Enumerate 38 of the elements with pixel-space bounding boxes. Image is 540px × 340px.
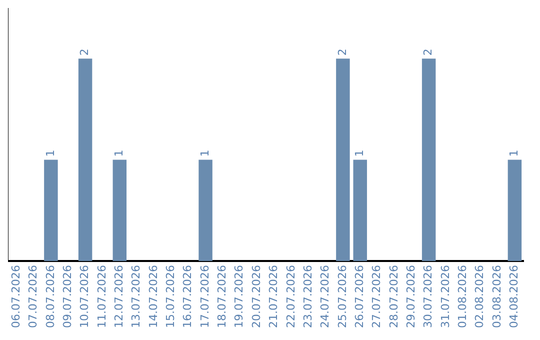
x-tick-label: 16.07.2026 [181, 265, 194, 328]
x-tick-label: 03.08.2026 [490, 265, 504, 328]
data-label: 1 [352, 150, 366, 157]
x-tick-label: 13.07.2026 [130, 265, 143, 328]
x-tick-label: 22.07.2026 [284, 265, 298, 328]
x-tick-label: 19.07.2026 [232, 265, 246, 328]
data-label: 1 [112, 150, 126, 157]
x-tick-label: 17.07.2026 [198, 265, 212, 328]
x-tick-label: 20.07.2026 [250, 265, 263, 328]
x-tick-label: 06.07.2026 [9, 265, 22, 328]
x-tick-label: 02.08.2026 [473, 265, 486, 328]
x-tick-label: 24.07.2026 [318, 265, 332, 328]
data-label: 2 [336, 48, 349, 56]
x-tick-label: 12.07.2026 [112, 265, 126, 328]
x-tick-label: 26.07.2026 [352, 265, 366, 328]
x-tick-label: 08.07.2026 [44, 265, 57, 328]
x-tick-label: 25.07.2026 [336, 265, 349, 328]
data-label: 1 [198, 150, 212, 157]
x-tick-label: 10.07.2026 [78, 265, 92, 328]
data-label: 1 [508, 150, 521, 157]
x-tick-label: 21.07.2026 [267, 265, 280, 328]
x-tick-label: 01.08.2026 [456, 265, 470, 328]
x-tick-label: 31.07.2026 [438, 265, 452, 328]
x-tick-label: 15.07.2026 [164, 265, 178, 328]
x-tick-label: 09.07.2026 [60, 265, 74, 328]
x-tick-label: 07.07.2026 [26, 265, 40, 328]
x-tick-label: 28.07.2026 [387, 265, 400, 328]
data-label: 2 [78, 48, 92, 56]
x-tick-label: 14.07.2026 [146, 265, 160, 328]
data-label: 1 [44, 150, 57, 157]
x-tick-label: 11.07.2026 [95, 265, 108, 328]
data-label: 2 [422, 48, 435, 56]
x-tick-label: 30.07.2026 [422, 265, 435, 328]
x-tick-label: 23.07.2026 [301, 265, 314, 328]
x-tick-label: 18.07.2026 [216, 265, 229, 328]
x-tick-label: 27.07.2026 [370, 265, 384, 328]
x-tick-label: 29.07.2026 [404, 265, 418, 328]
x-tick-label: 04.08.2026 [508, 265, 521, 328]
